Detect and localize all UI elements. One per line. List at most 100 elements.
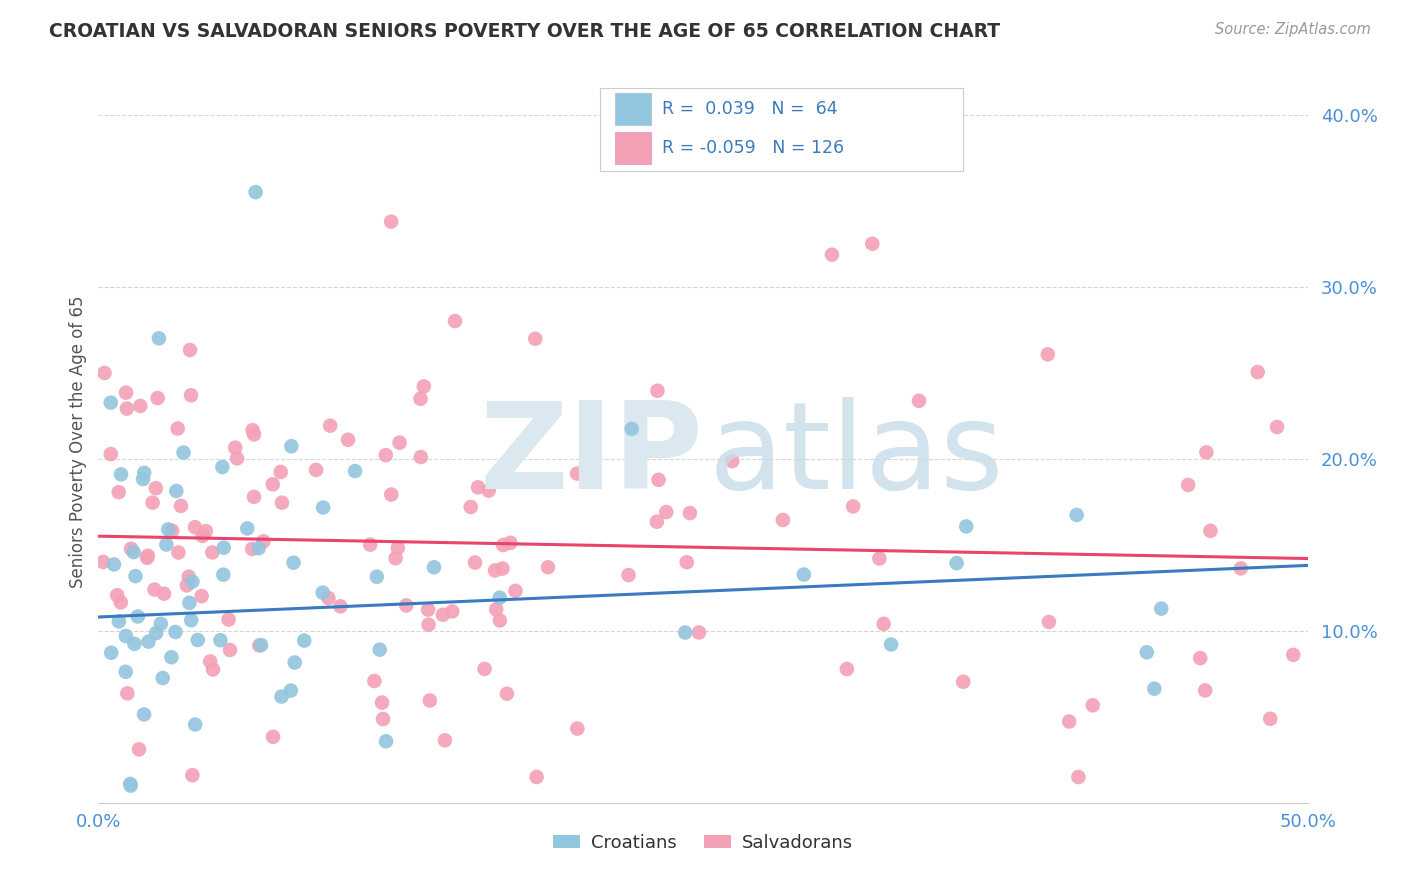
Point [136, 549, 159, 563]
Point [124, 569, 146, 583]
Point [211, 460, 233, 475]
Point [1081, 698, 1104, 713]
Point [492, 538, 515, 552]
Point [167, 545, 190, 559]
Point [179, 596, 201, 610]
Point [488, 591, 510, 605]
Point [184, 717, 207, 731]
Point [115, 401, 138, 416]
Point [380, 487, 402, 501]
Text: ZIP: ZIP [479, 398, 703, 515]
Text: atlas: atlas [709, 398, 1005, 515]
Point [179, 343, 201, 357]
Point [181, 768, 204, 782]
Point [201, 662, 224, 676]
Point [955, 519, 977, 533]
Point [409, 392, 432, 406]
Point [134, 466, 156, 480]
Point [318, 591, 340, 606]
Point [1247, 365, 1270, 379]
Point [136, 550, 159, 565]
Point [100, 395, 122, 409]
Point [247, 639, 270, 653]
Point [283, 556, 305, 570]
Point [184, 520, 207, 534]
Point [138, 634, 160, 648]
Point [567, 722, 589, 736]
Point [329, 599, 352, 614]
Point [124, 637, 146, 651]
Point [908, 393, 931, 408]
Point [187, 633, 209, 648]
Point [105, 588, 128, 602]
Point [412, 379, 434, 393]
Point [496, 687, 519, 701]
Point [93, 366, 115, 380]
Point [146, 391, 169, 405]
Point [478, 483, 501, 498]
Point [673, 625, 696, 640]
Point [1229, 561, 1251, 575]
Point [1038, 615, 1060, 629]
Point [675, 555, 697, 569]
Point [384, 551, 406, 566]
Point [1150, 601, 1173, 615]
Point [243, 490, 266, 504]
Point [166, 421, 188, 435]
Point [460, 500, 482, 514]
Point [280, 439, 302, 453]
Point [173, 445, 195, 459]
Point [1177, 478, 1199, 492]
Point [793, 567, 815, 582]
Point [305, 463, 328, 477]
Point [537, 560, 560, 574]
Point [647, 473, 669, 487]
Point [236, 521, 259, 535]
Point [312, 500, 335, 515]
Point [194, 524, 217, 538]
Point [432, 607, 454, 622]
Point [375, 734, 398, 748]
Point [262, 477, 284, 491]
Point [117, 686, 139, 700]
Point [242, 423, 264, 437]
Point [366, 570, 388, 584]
Point [617, 568, 640, 582]
Point [270, 465, 292, 479]
Point [474, 662, 496, 676]
Point [226, 451, 249, 466]
Point [212, 541, 235, 555]
Point [177, 569, 200, 583]
Point [219, 643, 242, 657]
Point [312, 585, 335, 599]
Point [120, 779, 142, 793]
Point [416, 602, 439, 616]
Point [524, 332, 547, 346]
Point [148, 331, 170, 345]
Point [368, 642, 391, 657]
Point [441, 604, 464, 618]
Point [337, 433, 360, 447]
Point [772, 513, 794, 527]
Point [114, 629, 136, 643]
Point [129, 399, 152, 413]
Point [505, 583, 527, 598]
Point [359, 538, 381, 552]
Point [132, 472, 155, 486]
Point [284, 656, 307, 670]
Point [444, 314, 467, 328]
Point [835, 662, 858, 676]
Point [170, 499, 193, 513]
Point [115, 385, 138, 400]
Point [1143, 681, 1166, 696]
Point [292, 633, 315, 648]
Point [180, 613, 202, 627]
Point [181, 574, 204, 589]
Point [484, 564, 506, 578]
Point [103, 558, 125, 572]
Point [243, 427, 266, 442]
Point [1067, 770, 1090, 784]
Point [433, 733, 456, 747]
Point [526, 770, 548, 784]
Text: Source: ZipAtlas.com: Source: ZipAtlas.com [1215, 22, 1371, 37]
